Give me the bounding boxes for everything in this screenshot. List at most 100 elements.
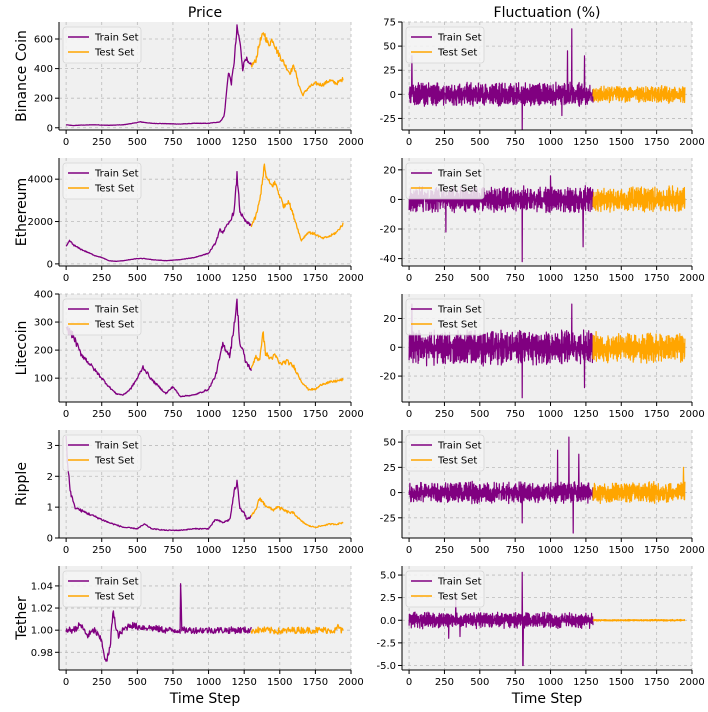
column-title: Price (188, 5, 222, 21)
y-tick-label: 0.98 (31, 648, 53, 659)
x-tick-label: 500 (128, 137, 147, 148)
legend-box (405, 570, 485, 608)
x-tick-label: 250 (435, 273, 454, 284)
y-tick-label: 600 (34, 35, 53, 46)
y-tick-label: -20 (380, 225, 396, 236)
x-tick-label: 1000 (196, 273, 221, 284)
legend: Train Set Test Set (405, 434, 485, 472)
subplot-r0-c0: 0 250 500 750 1000 1250 1500 1750 2000 0 200 400 600… (14, 5, 364, 148)
x-tick-label: 1500 (609, 409, 634, 420)
x-tick-label: 750 (506, 545, 525, 556)
test-set-line (250, 623, 344, 635)
x-tick-label: 1250 (573, 137, 598, 148)
x-tick-label: 500 (470, 137, 489, 148)
x-tick-label: 250 (435, 137, 454, 148)
x-tick-label: 1000 (538, 137, 563, 148)
legend-box (62, 26, 142, 64)
x-tick-label: 750 (506, 273, 525, 284)
x-tick-label: 1750 (644, 273, 669, 284)
x-tick-label: 1250 (231, 137, 256, 148)
x-tick-label: 2000 (679, 137, 704, 148)
y-tick-label: 20 (383, 165, 396, 176)
y-tick-label: 1.04 (31, 581, 53, 592)
test-set-line (592, 618, 686, 622)
test-set-line (592, 331, 686, 364)
x-tick-label: 1750 (644, 137, 669, 148)
train-set-line (65, 24, 252, 127)
x-tick-label: 0 (63, 273, 69, 284)
legend: Train Set Test Set (62, 298, 142, 336)
x-tick-label: 1000 (196, 545, 221, 556)
x-tick-label: 500 (470, 677, 489, 688)
legend-test-label: Test Set (437, 48, 477, 59)
train-set-line (408, 28, 594, 130)
test-set-line (592, 466, 686, 505)
x-tick-label: 0 (406, 273, 412, 284)
train-set-line (408, 175, 594, 263)
y-tick-label: 25 (383, 66, 396, 77)
legend-box (405, 434, 485, 472)
x-tick-label: 0 (406, 409, 412, 420)
legend-test-label: Test Set (94, 592, 134, 603)
y-tick-label: 2 (47, 472, 53, 483)
x-tick-label: 500 (128, 273, 147, 284)
legend-train-label: Train Set (437, 169, 482, 180)
x-tick-label: 1750 (303, 137, 328, 148)
series-group (65, 163, 344, 263)
x-tick-label: 500 (128, 545, 147, 556)
legend-train-label: Train Set (437, 577, 482, 588)
x-tick-label: 1250 (231, 409, 256, 420)
y-tick-label: -20 (380, 372, 396, 383)
legend-box (62, 434, 142, 472)
x-tick-label: 1500 (609, 677, 634, 688)
x-tick-label: 750 (506, 137, 525, 148)
legend-train-label: Train Set (94, 305, 139, 316)
y-tick-label: -5.0 (376, 661, 396, 672)
legend-test-label: Test Set (437, 184, 477, 195)
legend-test-label: Test Set (437, 456, 477, 467)
y-tick-label: 2.5 (380, 593, 396, 604)
x-tick-label: 2000 (338, 273, 363, 284)
legend-test-label: Test Set (437, 592, 477, 603)
legend-box (405, 162, 485, 200)
x-axis-label: Time Step (169, 691, 241, 707)
legend-box (405, 26, 485, 64)
x-axis-label: Time Step (511, 691, 583, 707)
legend-train-label: Train Set (94, 169, 139, 180)
y-tick-label: 0 (47, 123, 53, 134)
train-set-line (65, 435, 252, 532)
x-tick-label: 250 (435, 545, 454, 556)
legend-test-label: Test Set (437, 320, 477, 331)
x-tick-label: 0 (63, 409, 69, 420)
x-tick-label: 1250 (231, 273, 256, 284)
x-tick-label: 250 (92, 137, 111, 148)
x-tick-label: 1500 (609, 137, 634, 148)
y-tick-label: 100 (34, 374, 53, 385)
x-tick-label: 250 (92, 409, 111, 420)
train-set-line (408, 571, 594, 667)
x-tick-label: 1750 (303, 545, 328, 556)
x-tick-label: 2000 (338, 409, 363, 420)
subplot-r3-c1: 0 250 500 750 1000 1250 1500 1750 2000 -25 0 25 50 Tr… (380, 430, 705, 556)
column-title: Fluctuation (%) (494, 5, 601, 21)
y-tick-label: -25 (380, 114, 396, 125)
y-tick-label: 300 (34, 318, 53, 329)
x-tick-label: 0 (406, 677, 412, 688)
subplot-r1-c1: 0 250 500 750 1000 1250 1500 1750 2000 -40 -20 0 20 T… (380, 158, 705, 284)
y-tick-label: -40 (380, 254, 396, 265)
train-set-line (65, 171, 252, 263)
x-tick-label: 750 (506, 409, 525, 420)
row-label: Ripple (14, 462, 30, 506)
x-tick-label: 750 (163, 137, 182, 148)
y-tick-label: 0 (390, 343, 396, 354)
y-tick-label: 400 (34, 64, 53, 75)
y-tick-label: 5.0 (380, 571, 396, 582)
row-label: Tether (14, 596, 30, 641)
legend-train-label: Train Set (437, 33, 482, 44)
x-tick-label: 1000 (538, 677, 563, 688)
y-tick-label: 4000 (28, 175, 53, 186)
x-tick-label: 1500 (267, 677, 292, 688)
train-set-line (408, 303, 594, 399)
legend-test-label: Test Set (94, 184, 134, 195)
